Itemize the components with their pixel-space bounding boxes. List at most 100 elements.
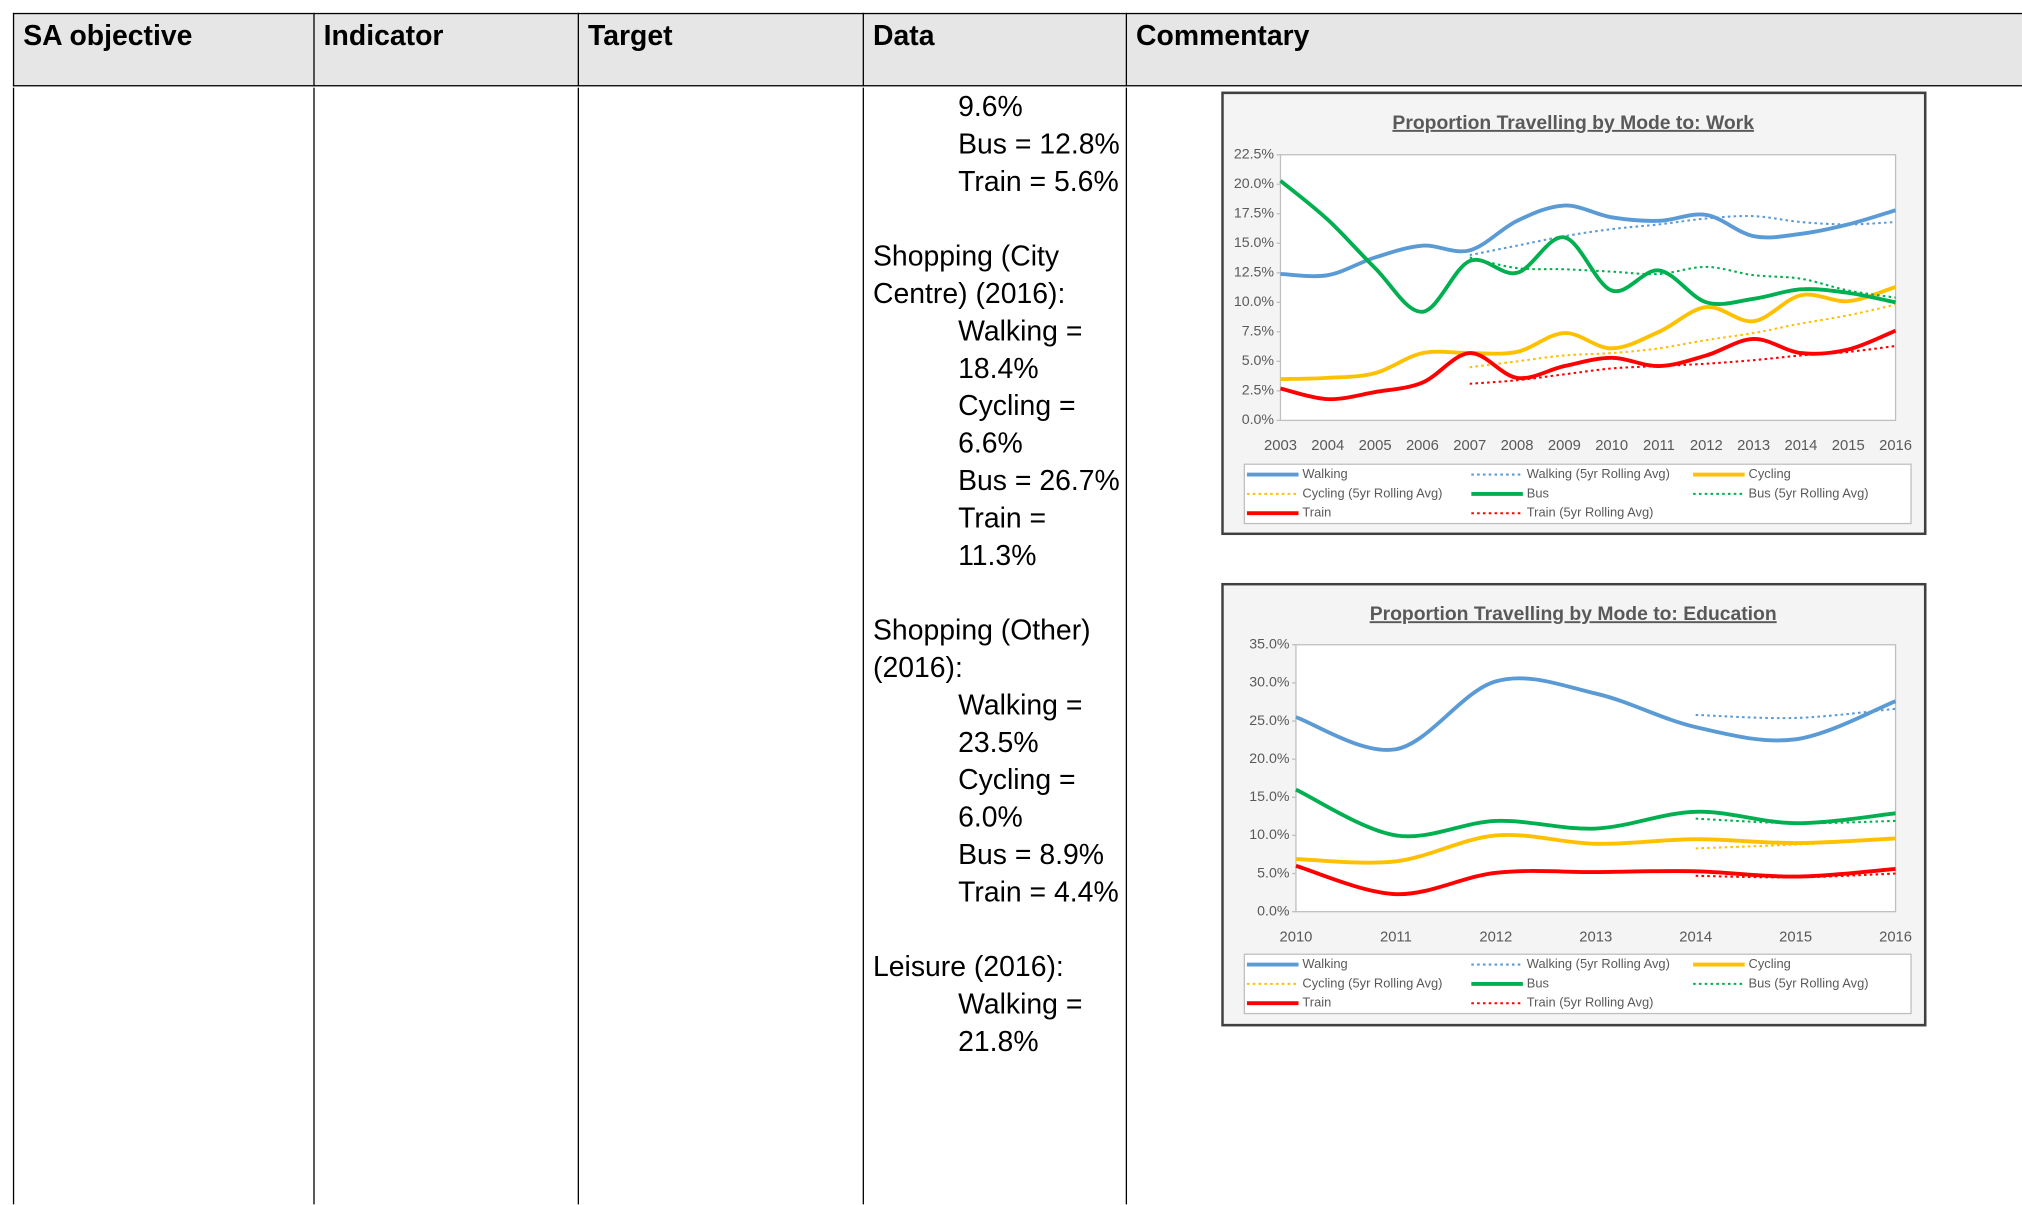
x-tick-label: 2012 xyxy=(1690,438,1723,454)
series-line xyxy=(1695,707,1896,720)
y-tick-label: 22.5% xyxy=(1234,146,1275,162)
x-tick-label: 2008 xyxy=(1501,438,1534,454)
data-item: Train = 4.4% xyxy=(958,875,1119,908)
chart-title: Proportion Travelling by Mode to: Educat… xyxy=(1370,603,1777,625)
legend-label: Cycling xyxy=(1749,956,1791,971)
x-tick-label: 2015 xyxy=(1832,438,1865,454)
x-tick-label: 2013 xyxy=(1737,438,1770,454)
data-heading: Shopping (City Centre) (2016): xyxy=(872,239,1066,310)
x-tick-label: 2003 xyxy=(1264,438,1297,454)
data-cell: 9.6% Bus = 12.8% Train = 5.6% Shopping (Cit… xyxy=(873,88,1126,1060)
series-line xyxy=(1469,344,1896,385)
series-line xyxy=(1695,838,1896,850)
data-item: 9.6% xyxy=(958,90,1023,123)
series-line xyxy=(1469,303,1896,369)
column-header: Indicator xyxy=(313,12,579,87)
data-heading: Shopping (Other) (2016): xyxy=(872,613,1091,684)
data-item: Bus = 26.7% xyxy=(958,464,1120,497)
data-item: Train = 5.6% xyxy=(958,165,1119,198)
y-tick-label: 25.0% xyxy=(1249,713,1290,729)
legend-label: Train (5yr Rolling Avg) xyxy=(1527,505,1654,520)
legend-label: Walking (5yr Rolling Avg) xyxy=(1527,956,1670,971)
plot-area xyxy=(1295,644,1897,913)
y-tick-label: 30.0% xyxy=(1249,675,1290,691)
x-tick-label: 2013 xyxy=(1579,929,1612,945)
legend-label: Cycling xyxy=(1749,466,1791,481)
series-line xyxy=(1469,256,1896,299)
x-tick-label: 2010 xyxy=(1595,438,1628,454)
x-tick-label: 2006 xyxy=(1406,438,1439,454)
spacer xyxy=(873,200,1126,237)
x-tick-label: 2012 xyxy=(1479,929,1512,945)
legend-label: Walking xyxy=(1302,466,1347,481)
legend-label: Train xyxy=(1302,995,1331,1010)
column-header: Data xyxy=(862,12,1128,87)
x-tick-label: 2005 xyxy=(1359,438,1392,454)
column-header: Target xyxy=(577,12,864,87)
column-border xyxy=(1125,87,1128,1205)
series-line xyxy=(1279,179,1896,314)
series-line xyxy=(1695,817,1896,825)
legend-label: Walking (5yr Rolling Avg) xyxy=(1527,466,1670,481)
x-tick-label: 2014 xyxy=(1784,438,1817,454)
y-tick-label: 0.0% xyxy=(1242,412,1275,428)
data-item: Cycling = 6.6% xyxy=(958,389,1076,460)
y-tick-label: 10.0% xyxy=(1234,294,1275,310)
x-tick-label: 2011 xyxy=(1643,438,1675,454)
x-tick-label: 2007 xyxy=(1453,438,1486,454)
data-item: Walking = 18.4% xyxy=(958,314,1083,385)
y-tick-label: 35.0% xyxy=(1249,637,1290,653)
column-border xyxy=(313,87,315,1205)
legend-label: Walking xyxy=(1302,956,1347,971)
y-tick-label: 2.5% xyxy=(1242,383,1275,399)
x-tick-label: 2010 xyxy=(1279,929,1312,945)
legend-label: Train xyxy=(1302,505,1331,520)
chart-title: Proportion Travelling by Mode to: Work xyxy=(1392,112,1754,134)
x-tick-label: 2015 xyxy=(1779,929,1812,945)
legend-label: Bus (5yr Rolling Avg) xyxy=(1749,975,1869,990)
column-border xyxy=(862,87,864,1205)
y-tick-label: 10.0% xyxy=(1249,827,1290,843)
y-tick-label: 7.5% xyxy=(1242,324,1275,340)
legend-label: Bus xyxy=(1527,485,1549,500)
data-item: Cycling = 6.0% xyxy=(958,763,1076,834)
x-tick-label: 2016 xyxy=(1879,929,1912,945)
plot-area xyxy=(1279,154,1897,422)
y-tick-label: 15.0% xyxy=(1234,235,1275,251)
x-tick-label: 2011 xyxy=(1380,929,1412,945)
spacer xyxy=(873,574,1126,611)
chart: Proportion Travelling by Mode to: Work 0.… xyxy=(1221,91,1927,536)
chart: Proportion Travelling by Mode to: Educat… xyxy=(1221,582,1927,1027)
data-item: Walking = 21.8% xyxy=(958,987,1083,1058)
y-tick-label: 0.0% xyxy=(1257,903,1290,919)
x-tick-label: 2016 xyxy=(1879,438,1912,454)
series-line xyxy=(1280,285,1897,381)
y-tick-label: 5.0% xyxy=(1257,865,1290,881)
data-item: Bus = 8.9% xyxy=(958,838,1104,871)
y-tick-label: 5.0% xyxy=(1242,353,1275,369)
column-border xyxy=(577,87,579,1205)
legend-box xyxy=(1243,953,1912,1015)
data-item: Bus = 12.8% xyxy=(958,127,1120,160)
legend-box xyxy=(1243,463,1912,525)
spacer xyxy=(873,910,1126,947)
legend-label: Cycling (5yr Rolling Avg) xyxy=(1302,975,1442,990)
x-tick-label: 2009 xyxy=(1548,438,1581,454)
column-header: Commentary xyxy=(1125,12,2022,87)
y-tick-label: 15.0% xyxy=(1249,789,1290,805)
y-tick-label: 17.5% xyxy=(1234,206,1275,222)
series-line xyxy=(1280,203,1897,279)
x-tick-label: 2014 xyxy=(1679,929,1712,945)
data-item: Walking = 23.5% xyxy=(958,688,1083,759)
x-tick-label: 2004 xyxy=(1311,438,1344,454)
y-tick-label: 20.0% xyxy=(1234,176,1275,192)
series-line xyxy=(1295,676,1897,752)
y-tick-label: 20.0% xyxy=(1249,751,1290,767)
y-tick-label: 12.5% xyxy=(1234,265,1275,281)
data-item: Train = 11.3% xyxy=(958,501,1047,572)
data-heading: Leisure (2016): xyxy=(872,950,1064,983)
column-header: SA objective xyxy=(12,12,315,87)
legend-label: Cycling (5yr Rolling Avg) xyxy=(1302,485,1442,500)
